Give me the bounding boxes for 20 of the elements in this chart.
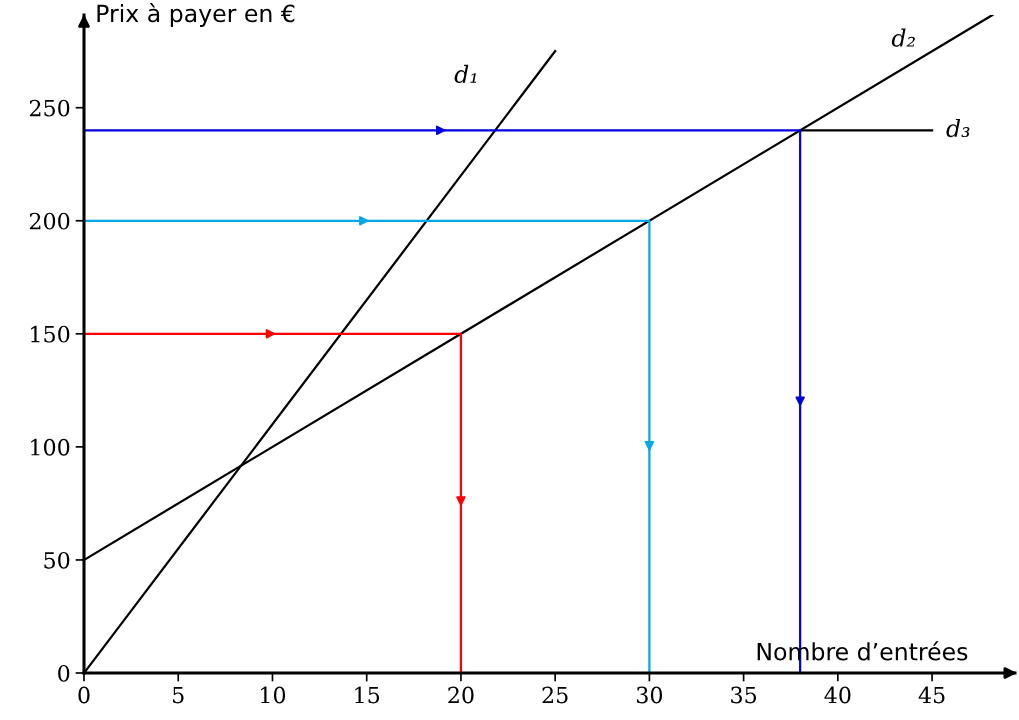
y-tick-label: 100: [31, 438, 70, 456]
x-tick-label: 45: [918, 686, 945, 704]
x-tick-label: 30: [636, 686, 663, 704]
y-tick-label: 150: [31, 325, 70, 343]
x-tick-label: 35: [731, 686, 757, 704]
y-tick-label: 50: [44, 551, 70, 569]
x-tick-label: 5: [173, 686, 184, 704]
y-tick-label: 0: [58, 664, 70, 682]
x-tick-label: 15: [355, 686, 380, 704]
x-tick-label: 0: [78, 686, 90, 704]
x-tick-label: 20: [448, 686, 474, 704]
x-tick-label: 40: [824, 686, 851, 704]
x-tick-label: 10: [261, 686, 286, 704]
y-tick-label: 200: [29, 212, 70, 230]
y-axis-title: Prix à payer en €: [97, 3, 295, 27]
series-label: d₃: [946, 118, 970, 138]
series-label: d₂: [891, 28, 915, 47]
x-tick-label: 25: [542, 686, 568, 704]
y-tick-label: 250: [29, 99, 70, 117]
series-label: d₁: [454, 64, 477, 84]
